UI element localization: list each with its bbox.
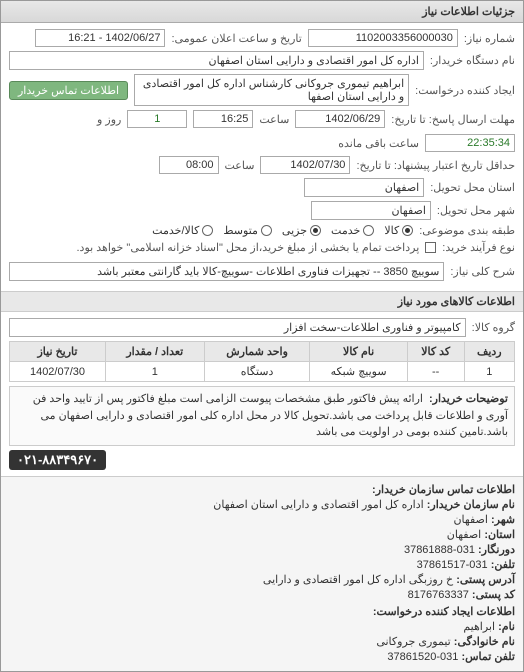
header-section: شماره نیاز: 1102003356000030 تاریخ و ساع…	[1, 23, 523, 291]
category-radio-group: کالا خدمت جزیی متوسط کالا/خدمت	[152, 224, 413, 237]
creator-field: ابراهیم تیموری جروکانی کارشناس اداره کل …	[134, 74, 409, 106]
remain-day-label: روز و	[97, 113, 121, 126]
subcat-partial-radio[interactable]: جزیی	[282, 224, 321, 237]
cell-qty: 1	[105, 362, 204, 382]
phone-value: 031-37861517	[417, 559, 488, 571]
cell-unit: دستگاه	[204, 362, 310, 382]
deadline-label: مهلت ارسال پاسخ: تا تاریخ:	[391, 113, 515, 126]
public-datetime-label: تاریخ و ساعت اعلان عمومی:	[171, 32, 301, 45]
validity-time-label: ساعت	[225, 159, 255, 172]
public-datetime-field: 1402/06/27 - 16:21	[35, 29, 165, 47]
postal-label: کد پستی:	[472, 589, 515, 601]
buyer-description-box: توضیحات خریدار: ارائه پیش فاکتور طبق مشخ…	[9, 386, 515, 446]
desc-label: توضیحات خریدار:	[429, 391, 508, 408]
cell-code: --	[407, 362, 464, 382]
name-value: ابراهیم	[463, 621, 495, 633]
name-label: نام:	[498, 621, 515, 633]
hotline-number: ۰۲۱-۸۸۳۴۹۶۷۰	[9, 450, 106, 470]
postal-value: 8176763337	[408, 589, 469, 601]
remain-days-field: 1	[127, 110, 187, 128]
delivery-province-field: اصفهان	[304, 178, 424, 197]
request-no-field: 1102003356000030	[308, 29, 458, 47]
city-label: شهر:	[491, 514, 515, 526]
col-qty: تعداد / مقدار	[105, 342, 204, 362]
creator-contact-header: اطلاعات ایجاد کننده درخواست:	[9, 605, 515, 618]
subcat-small-label: کالا/خدمت	[152, 224, 199, 237]
group-label: گروه کالا:	[472, 321, 515, 334]
table-row[interactable]: 1 -- سوییچ شبکه دستگاه 1 1402/07/30	[10, 362, 515, 382]
request-no-label: شماره نیاز:	[464, 32, 515, 45]
subject-field: سوییچ 3850 -- تجهیزات فناوری اطلاعات -سو…	[9, 262, 444, 281]
contact-header: اطلاعات تماس سازمان خریدار:	[9, 483, 515, 496]
cat-service-label: خدمت	[331, 224, 360, 237]
deadline-time-field: 16:25	[193, 110, 253, 128]
province-label: استان:	[484, 529, 515, 541]
org-label: نام سازمان خریدار:	[427, 499, 515, 511]
province-value: اصفهان	[447, 529, 481, 541]
col-date: تاریخ نیاز	[10, 342, 106, 362]
goods-table: ردیف کد کالا نام کالا واحد شمارش تعداد /…	[9, 341, 515, 382]
address-value: خ روزبگی اداره کل امور اقتصادی و دارایی	[263, 574, 453, 586]
subcat-mid-radio[interactable]: متوسط	[223, 224, 272, 237]
purchase-type-note: پرداخت تمام یا بخشی از مبلغ خرید،از محل …	[76, 241, 419, 254]
creator-label: ایجاد کننده درخواست:	[415, 84, 515, 97]
family-label: نام خانوادگی:	[454, 636, 515, 648]
family-value: تیموری جروکانی	[376, 636, 450, 648]
radio-icon	[202, 225, 213, 236]
delivery-province-label: استان محل تحویل:	[430, 181, 515, 194]
window-title: جزئیات اطلاعات نیاز	[1, 1, 523, 23]
buyer-org-label: نام دستگاه خریدار:	[430, 54, 515, 67]
treasury-checkbox[interactable]	[425, 242, 436, 253]
buyer-org-field: اداره کل امور اقتصادی و دارایی استان اصف…	[9, 51, 424, 70]
address-label: آدرس پستی:	[456, 574, 515, 586]
subject-label: شرح کلی نیاز:	[450, 265, 515, 278]
buyer-contact-button[interactable]: اطلاعات تماس خریدار	[9, 81, 128, 100]
validity-time-field: 08:00	[159, 156, 219, 174]
group-field: کامپیوتر و فناوری اطلاعات-سخت افزار	[9, 318, 466, 337]
cphone-value: 031-37861520	[387, 651, 458, 663]
subcat-partial-label: جزیی	[282, 224, 307, 237]
table-header-row: ردیف کد کالا نام کالا واحد شمارش تعداد /…	[10, 342, 515, 362]
cat-goods-label: کالا	[384, 224, 399, 237]
delivery-city-field: اصفهان	[311, 201, 431, 220]
fax-value: 031-37861888	[404, 544, 475, 556]
category-label: طبقه بندی موضوعی:	[419, 224, 515, 237]
radio-selected-icon	[310, 225, 321, 236]
city-value: اصفهان	[453, 514, 487, 526]
col-unit: واحد شمارش	[204, 342, 310, 362]
org-value: اداره کل امور اقتصادی و دارایی استان اصف…	[213, 499, 423, 511]
cell-row: 1	[464, 362, 514, 382]
cat-service-radio[interactable]: خدمت	[331, 224, 374, 237]
radio-icon	[363, 225, 374, 236]
request-details-window: جزئیات اطلاعات نیاز شماره نیاز: 11020033…	[0, 0, 524, 672]
phone-label: تلفن:	[491, 559, 515, 571]
goods-header: اطلاعات کالاهای مورد نیاز	[1, 291, 523, 312]
fax-label: دورنگار:	[478, 544, 515, 556]
subcat-mid-label: متوسط	[223, 224, 258, 237]
cell-name: سوییچ شبکه	[310, 362, 407, 382]
contact-block: اطلاعات تماس سازمان خریدار: نام سازمان خ…	[1, 476, 523, 671]
col-row: ردیف	[464, 342, 514, 362]
delivery-city-label: شهر محل تحویل:	[437, 204, 515, 217]
radio-selected-icon	[402, 225, 413, 236]
radio-icon	[261, 225, 272, 236]
validity-date-field: 1402/07/30	[260, 156, 350, 174]
deadline-date-field: 1402/06/29	[295, 110, 385, 128]
remain-time-field: 22:35:34	[425, 134, 515, 152]
cell-date: 1402/07/30	[10, 362, 106, 382]
hotline-wrapper: ۰۲۱-۸۸۳۴۹۶۷۰	[9, 448, 515, 470]
col-name: نام کالا	[310, 342, 407, 362]
validity-label: حداقل تاریخ اعتبار پیشنهاد: تا تاریخ:	[356, 159, 515, 172]
cat-goods-radio[interactable]: کالا	[384, 224, 413, 237]
remain-suffix-label: ساعت باقی مانده	[338, 137, 419, 150]
goods-section: گروه کالا: کامپیوتر و فناوری اطلاعات-سخت…	[1, 312, 523, 476]
purchase-type-label: نوع فرآیند خرید:	[442, 241, 515, 254]
cphone-label: تلفن تماس:	[461, 651, 515, 663]
deadline-time-label: ساعت	[259, 113, 289, 126]
col-code: کد کالا	[407, 342, 464, 362]
subcat-small-radio[interactable]: کالا/خدمت	[152, 224, 213, 237]
